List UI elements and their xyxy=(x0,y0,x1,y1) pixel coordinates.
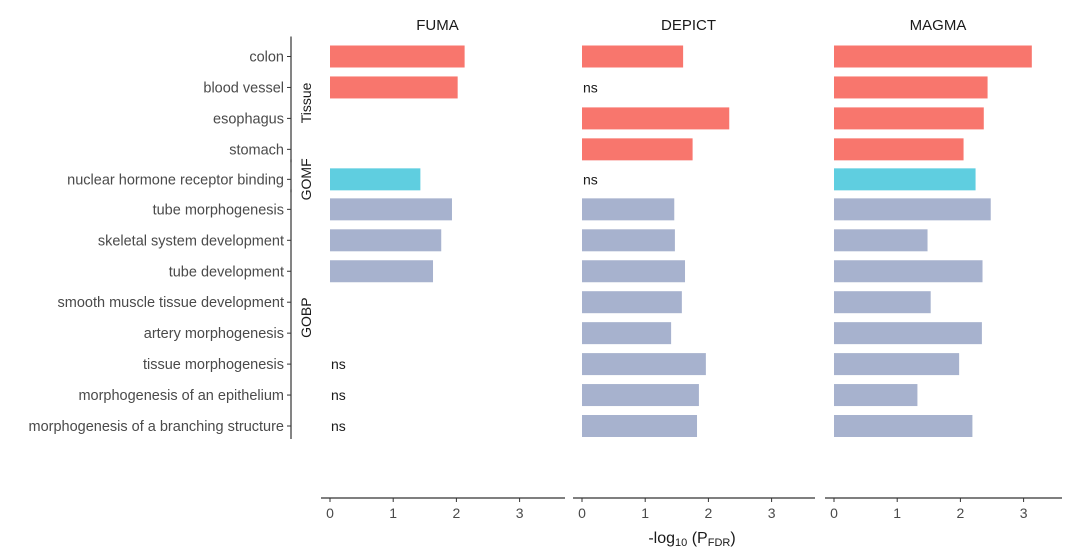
ns-label-fuma-morphogenesis-of-an-epithelium: ns xyxy=(331,387,346,403)
row-label-tissue-morphogenesis: tissue morphogenesis xyxy=(143,357,284,373)
row-label-artery-morphogenesis: artery morphogenesis xyxy=(144,326,284,342)
row-label-tube-development: tube development xyxy=(169,264,284,280)
row-label-nuclear-hormone-receptor-binding: nuclear hormone receptor binding xyxy=(67,172,284,188)
row-label-morphogenesis-of-a-branching-structure: morphogenesis of a branching structure xyxy=(28,419,284,435)
bar-magma-blood-vessel xyxy=(834,76,988,99)
x-tick-label-fuma-3: 3 xyxy=(516,505,524,521)
bar-magma-colon xyxy=(834,45,1032,68)
x-tick-label-depict-2: 2 xyxy=(705,505,713,521)
row-label-esophagus: esophagus xyxy=(213,111,284,127)
bar-magma-skeletal-system-development xyxy=(834,229,928,252)
bar-depict-artery-morphogenesis xyxy=(582,322,672,345)
panel-fuma: FUMA 0 1 2 3 ns ns ns xyxy=(321,17,565,521)
row-label-colon: colon xyxy=(249,50,284,66)
bar-magma-morphogenesis-of-a-branching-structure xyxy=(834,415,973,437)
bar-fuma-nuclear-hormone-receptor-binding xyxy=(330,168,421,191)
panel-title-depict: DEPICT xyxy=(661,17,716,34)
bar-magma-artery-morphogenesis xyxy=(834,322,982,345)
ns-label-depict-blood-vessel: ns xyxy=(583,79,598,95)
bar-depict-tube-development xyxy=(582,260,686,283)
bar-depict-skeletal-system-development xyxy=(582,229,675,252)
row-label-skeletal-system-development: skeletal system development xyxy=(98,233,284,249)
bar-fuma-blood-vessel xyxy=(330,76,458,99)
bar-fuma-colon xyxy=(330,45,465,68)
bar-depict-smooth-muscle-tissue-development xyxy=(582,291,682,314)
row-label-smooth-muscle-tissue-development: smooth muscle tissue development xyxy=(58,295,284,311)
group-label-tissue: Tissue xyxy=(298,82,314,123)
bar-depict-morphogenesis-of-an-epithelium xyxy=(582,384,699,407)
panel-magma: MAGMA 0 1 2 3 xyxy=(825,17,1062,521)
bar-depict-stomach xyxy=(582,138,693,161)
panel-title-fuma: FUMA xyxy=(416,17,459,34)
bar-magma-tube-morphogenesis xyxy=(834,198,991,221)
x-tick-label-depict-0: 0 xyxy=(578,505,586,521)
bar-magma-nuclear-hormone-receptor-binding xyxy=(834,168,976,191)
x-axis-title-sub2: FDR xyxy=(708,537,731,549)
bar-depict-tube-morphogenesis xyxy=(582,198,675,221)
group-labels-layer: Tissue GOMF GOBP xyxy=(290,36,314,439)
x-tick-label-magma-1: 1 xyxy=(893,505,901,521)
x-axis-title: -log10 (PFDR) xyxy=(648,530,735,549)
x-tick-label-magma-2: 2 xyxy=(957,505,965,521)
bar-fuma-skeletal-system-development xyxy=(330,229,442,252)
x-tick-label-depict-1: 1 xyxy=(641,505,649,521)
ns-label-depict-nuclear-hormone-receptor-binding: ns xyxy=(583,171,598,187)
bar-depict-tissue-morphogenesis xyxy=(582,353,706,376)
bar-magma-esophagus xyxy=(834,107,984,130)
panel-depict: DEPICT 0 1 2 3 ns ns xyxy=(573,17,815,521)
group-label-gomf: GOMF xyxy=(298,158,314,200)
bar-depict-morphogenesis-of-a-branching-structure xyxy=(582,415,698,437)
bar-magma-stomach xyxy=(834,138,964,161)
x-axis-title-mid: (P xyxy=(687,530,707,547)
bar-fuma-tube-morphogenesis xyxy=(330,198,452,221)
panels-layer: FUMA 0 1 2 3 ns ns ns DEPICT 0 1 2 3 ns ns MAGMA 0 1 2 3 xyxy=(321,17,1062,521)
x-tick-label-fuma-2: 2 xyxy=(453,505,461,521)
row-label-tube-morphogenesis: tube morphogenesis xyxy=(153,202,284,218)
row-label-stomach: stomach xyxy=(229,142,284,158)
bar-magma-tube-development xyxy=(834,260,983,283)
group-label-gobp: GOBP xyxy=(298,297,314,337)
bar-magma-morphogenesis-of-an-epithelium xyxy=(834,384,918,407)
x-tick-label-magma-3: 3 xyxy=(1020,505,1028,521)
bar-magma-smooth-muscle-tissue-development xyxy=(834,291,931,314)
row-labels-layer: colon blood vessel esophagus stomach nuclear… xyxy=(28,50,291,435)
ns-label-fuma-morphogenesis-of-a-branching-structure: ns xyxy=(331,418,346,434)
bar-fuma-tube-development xyxy=(330,260,434,283)
x-axis-title-suffix: ) xyxy=(730,530,735,547)
bar-depict-colon xyxy=(582,45,684,68)
row-label-morphogenesis-of-an-epithelium: morphogenesis of an epithelium xyxy=(78,388,284,404)
x-tick-label-fuma-1: 1 xyxy=(389,505,397,521)
x-tick-label-magma-0: 0 xyxy=(830,505,838,521)
bar-magma-tissue-morphogenesis xyxy=(834,353,960,376)
bar-depict-esophagus xyxy=(582,107,730,130)
x-axis-title-prefix: -log xyxy=(648,530,675,547)
x-tick-label-fuma-0: 0 xyxy=(326,505,334,521)
panel-title-magma: MAGMA xyxy=(910,17,967,34)
row-label-blood-vessel: blood vessel xyxy=(203,80,284,96)
x-tick-label-depict-3: 3 xyxy=(768,505,776,521)
ns-label-fuma-tissue-morphogenesis: ns xyxy=(331,356,346,372)
x-axis-title-sub1: 10 xyxy=(675,537,687,549)
